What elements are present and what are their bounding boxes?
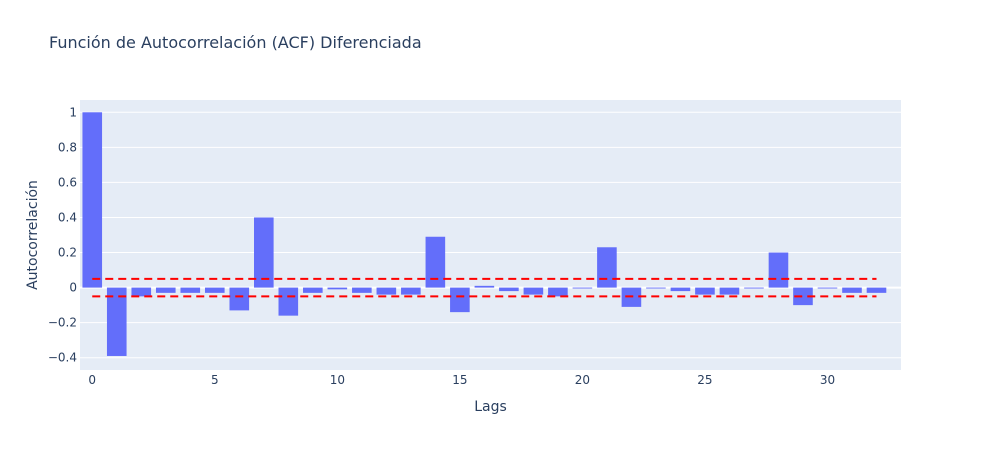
x-tick-label: 30 (820, 373, 835, 387)
x-axis-label: Lags (474, 399, 507, 415)
acf-bar (450, 287, 470, 313)
y-tick-label: −0.4 (48, 351, 77, 365)
y-tick-label: 0.8 (58, 140, 77, 154)
acf-bar (106, 287, 127, 356)
acf-bar (352, 287, 372, 293)
y-axis-ticks: −0.4 −0.2 0 0.2 0.4 0.6 0.8 1 (48, 105, 77, 364)
y-tick-label: 0 (69, 281, 77, 295)
acf-bar (695, 287, 715, 295)
acf-bar (131, 287, 152, 297)
acf-bar (204, 287, 225, 293)
acf-bar (376, 287, 397, 295)
acf-bar (254, 217, 274, 288)
y-axis-label: Autocorrelación (25, 180, 41, 290)
acf-bar (646, 287, 666, 289)
y-tick-label: −0.2 (48, 316, 77, 330)
acf-bar (229, 287, 250, 311)
acf-bar (523, 287, 544, 295)
acf-bar (793, 287, 813, 306)
y-tick-label: 0.2 (58, 246, 77, 260)
acf-bar (303, 287, 323, 293)
chart-title: Función de Autocorrelación (ACF) Diferen… (49, 33, 422, 52)
plot-background (80, 100, 901, 370)
acf-bar (327, 287, 348, 290)
acf-bar (817, 287, 838, 289)
y-tick-label: 1 (69, 105, 77, 119)
acf-bar (180, 287, 201, 293)
confidence-bounds (92, 277, 877, 298)
acf-bar (768, 252, 789, 288)
x-tick-label: 25 (697, 373, 712, 387)
acf-bar (155, 287, 176, 293)
acf-bar (744, 287, 764, 289)
acf-bar (499, 287, 519, 292)
x-axis-ticks: 0 5 10 15 20 25 30 (88, 373, 835, 387)
acf-bar (572, 287, 593, 289)
acf-bar (597, 247, 617, 288)
acf-bar (670, 287, 691, 292)
acf-bar (425, 236, 446, 288)
x-tick-label: 10 (330, 373, 345, 387)
acf-bar (401, 287, 421, 295)
acf-bar (548, 287, 568, 297)
x-tick-label: 5 (211, 373, 219, 387)
x-tick-label: 0 (88, 373, 96, 387)
acf-bar (719, 287, 740, 295)
y-tick-label: 0.4 (58, 210, 77, 224)
x-tick-label: 20 (575, 373, 590, 387)
y-tick-label: 0.6 (58, 175, 77, 189)
acf-bar (842, 287, 862, 293)
x-tick-label: 15 (452, 373, 467, 387)
acf-bar (82, 112, 103, 288)
acf-bar (866, 287, 887, 293)
acf-bar (474, 285, 495, 288)
acf-bar (278, 287, 299, 316)
